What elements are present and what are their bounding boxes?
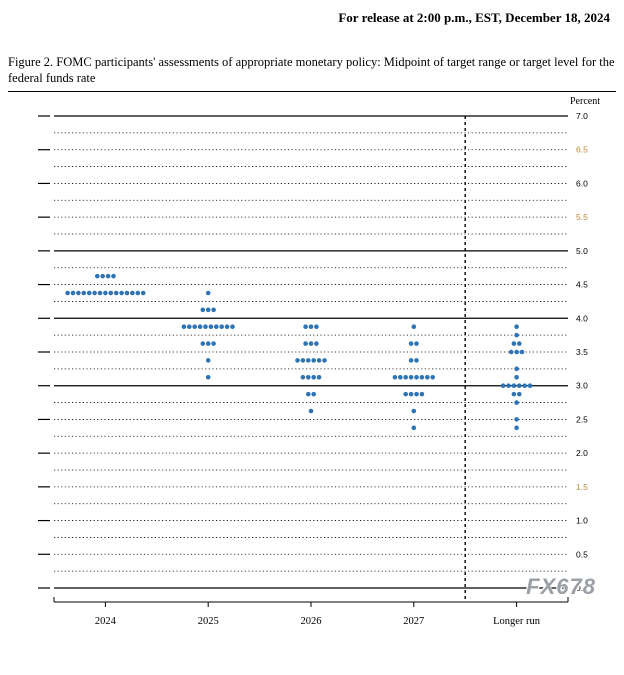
release-line: For release at 2:00 p.m., EST, December … — [8, 10, 616, 26]
svg-text:4.5: 4.5 — [576, 279, 588, 289]
svg-text:2024: 2024 — [95, 616, 117, 627]
y-axis-label: Percent — [570, 96, 600, 107]
svg-text:0.5: 0.5 — [576, 549, 588, 559]
svg-text:2.0: 2.0 — [576, 448, 588, 458]
svg-text:6.5: 6.5 — [576, 144, 588, 154]
svg-text:0.0: 0.0 — [576, 583, 588, 593]
dot-plot-chart: 0.0 0.5 1.0 1.5 2.0 2.5 3.0 3.5 4.0 4.5 5.0 5.5 6.0 6… — [8, 110, 608, 630]
svg-text:1.0: 1.0 — [576, 515, 588, 525]
svg-text:2027: 2027 — [403, 616, 424, 627]
svg-text:6.0: 6.0 — [576, 178, 588, 188]
title-rule — [8, 91, 616, 92]
svg-text:2026: 2026 — [301, 616, 322, 627]
svg-text:1.5: 1.5 — [576, 481, 588, 491]
svg-text:Longer run: Longer run — [493, 616, 541, 627]
chart-container: Percent 0.00.51.01.52.02.53.03.54.04.55.… — [8, 110, 616, 630]
svg-text:3.0: 3.0 — [576, 380, 588, 390]
svg-text:2.5: 2.5 — [576, 414, 588, 424]
svg-text:4.0: 4.0 — [576, 313, 588, 323]
svg-text:5.0: 5.0 — [576, 245, 588, 255]
svg-text:3.5: 3.5 — [576, 347, 588, 357]
svg-text:5.5: 5.5 — [576, 212, 588, 222]
svg-text:7.0: 7.0 — [576, 111, 588, 121]
svg-text:2025: 2025 — [198, 616, 219, 627]
figure-title: Figure 2. FOMC participants' assessments… — [8, 54, 616, 87]
